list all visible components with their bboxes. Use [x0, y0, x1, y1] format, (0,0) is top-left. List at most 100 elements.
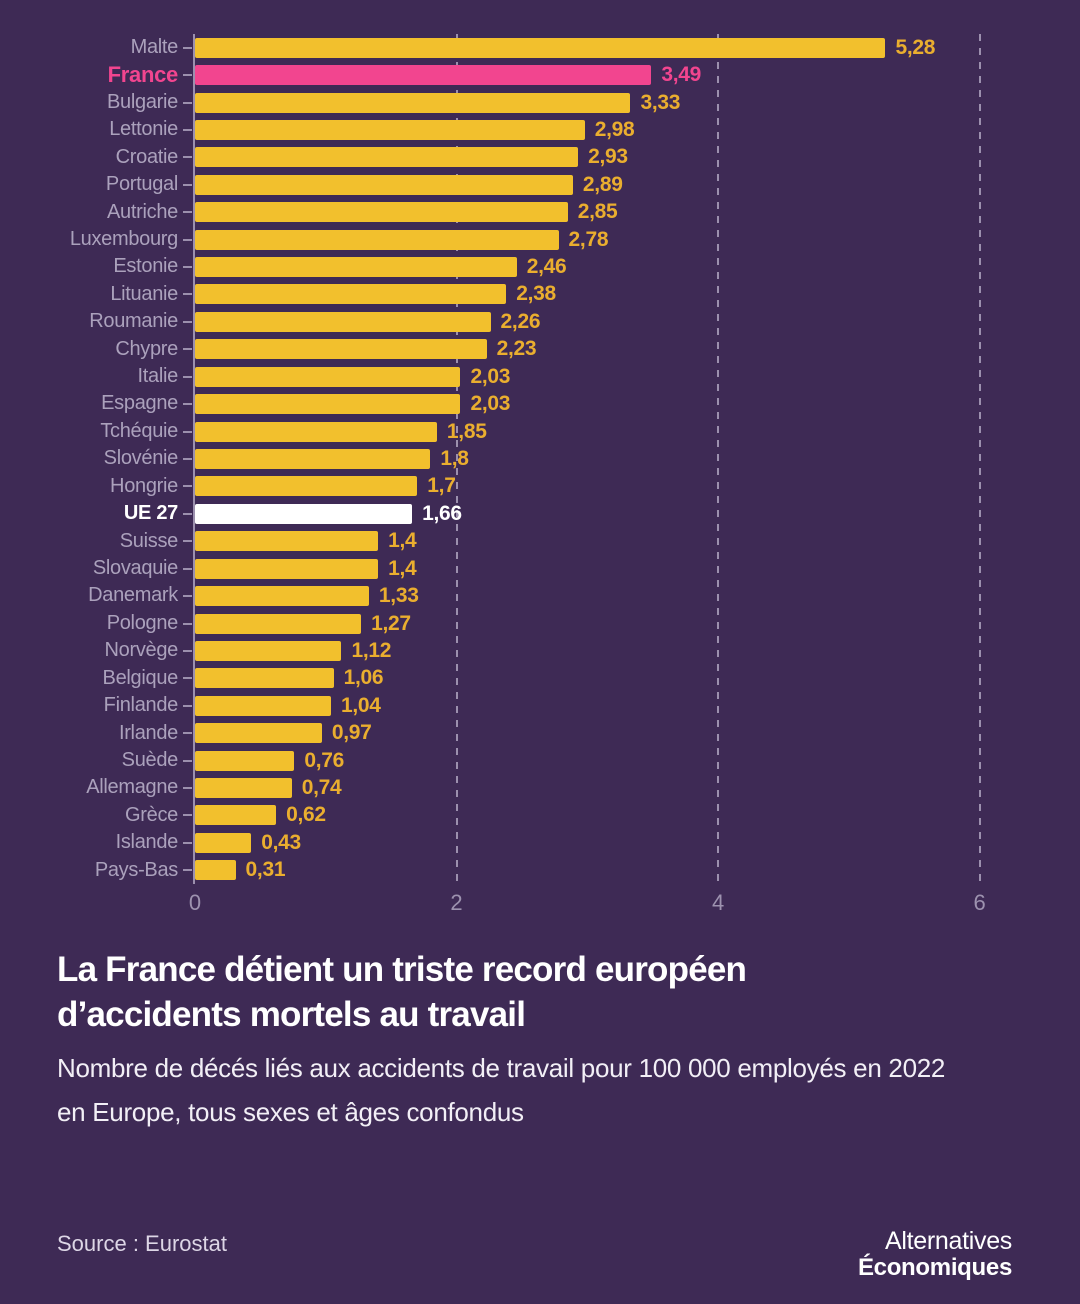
publisher-logo-line1: Alternatives	[884, 1227, 1012, 1255]
category-label-estonie: Estonie	[113, 255, 178, 278]
category-tick	[183, 704, 192, 707]
value-label: 2,93	[588, 145, 628, 169]
gridline-x6	[978, 34, 981, 884]
category-tick	[183, 101, 192, 104]
bar-estonie	[195, 257, 517, 278]
value-label: 3,49	[661, 63, 702, 87]
title-block: La France détient un triste record europ…	[57, 948, 1047, 1135]
category-label-lituanie: Lituanie	[110, 282, 178, 305]
category-label-ue-27: UE 27	[123, 502, 178, 525]
chart-title: La France détient un triste record europ…	[57, 948, 1047, 1038]
bar-allemagne	[195, 778, 292, 799]
bar-portugal	[195, 174, 573, 195]
bar-roumanie	[195, 311, 491, 332]
category-tick	[183, 759, 192, 762]
category-tick	[183, 485, 192, 488]
bar-croatie	[195, 147, 579, 168]
category-label-danemark: Danemark	[88, 584, 178, 607]
bar-tch-quie	[195, 421, 437, 442]
category-tick	[183, 238, 192, 241]
category-tick	[183, 128, 192, 131]
bar-norv-ge	[195, 640, 342, 661]
bar-luxembourg	[195, 229, 559, 250]
category-label-slov-nie: Slovénie	[103, 447, 179, 470]
category-label-lettonie: Lettonie	[109, 118, 178, 141]
category-tick	[183, 567, 192, 570]
bar-bulgarie	[195, 92, 631, 113]
category-label-croatie: Croatie	[115, 145, 179, 168]
value-label: 1,4	[388, 556, 417, 580]
category-tick	[183, 156, 192, 159]
category-label-allemagne: Allemagne	[86, 776, 178, 799]
category-label-irlande: Irlande	[118, 721, 178, 744]
category-label-italie: Italie	[137, 365, 179, 388]
category-tick	[183, 266, 192, 269]
publisher-logo: Alternatives Économiques	[858, 1228, 1012, 1281]
category-label-autriche: Autriche	[107, 200, 178, 223]
category-label-su-de: Suède	[121, 748, 179, 771]
category-tick	[183, 320, 192, 323]
category-tick	[183, 458, 192, 460]
category-label-france: France	[107, 62, 179, 88]
category-label-suisse: Suisse	[119, 529, 179, 552]
bar-irlande	[195, 723, 322, 744]
gridline-x4	[717, 34, 720, 884]
bar-ue-27	[195, 503, 413, 524]
value-label: 2,85	[577, 200, 618, 224]
category-label-chypre: Chypre	[115, 337, 178, 360]
bar-pays-bas	[195, 860, 236, 881]
value-label: 1,06	[343, 666, 384, 690]
value-label: 2,03	[470, 364, 511, 388]
chart-subtitle-line1: Nombre de décés liés aux accidents de tr…	[57, 1052, 946, 1083]
bar-gr-ce	[195, 805, 277, 826]
category-label-islande: Islande	[115, 831, 179, 854]
bar-slov-nie	[195, 449, 431, 469]
category-tick	[183, 403, 192, 406]
value-label: 0,76	[304, 748, 345, 772]
bar-malte	[195, 37, 886, 58]
category-label-finlande: Finlande	[103, 694, 179, 717]
category-tick	[183, 869, 192, 872]
bar-islande	[195, 832, 252, 853]
category-label-roumanie: Roumanie	[89, 310, 178, 333]
category-tick	[183, 732, 192, 735]
value-label: 1,8	[440, 447, 469, 470]
category-tick	[183, 540, 192, 543]
bar-espagne	[195, 394, 461, 415]
category-tick	[183, 293, 192, 296]
x-axis-tick-label: 2	[450, 890, 463, 915]
bar-france	[195, 65, 652, 86]
publisher-logo-line2: Économiques	[857, 1254, 1012, 1281]
bar-belgique	[195, 668, 334, 689]
category-label-espagne: Espagne	[101, 392, 178, 415]
value-label: 5,28	[895, 35, 936, 59]
bar-finlande	[195, 695, 331, 716]
category-tick	[183, 622, 192, 625]
bar-pologne	[195, 613, 362, 634]
category-label-bulgarie: Bulgarie	[107, 90, 178, 113]
category-tick	[183, 512, 192, 515]
category-tick	[183, 677, 192, 680]
category-tick	[183, 814, 192, 817]
value-label: 2,89	[582, 172, 623, 196]
value-label: 0,97	[331, 721, 372, 745]
chart-subtitle: Nombre de décés liés aux accidents de tr…	[57, 1046, 1047, 1135]
category-tick	[183, 649, 192, 652]
x-axis-tick-label: 6	[973, 890, 986, 915]
value-label: 2,98	[594, 117, 635, 141]
value-label: 2,46	[526, 255, 567, 279]
category-tick	[183, 430, 192, 433]
bar-italie	[195, 366, 461, 387]
category-tick	[183, 841, 192, 844]
bar-slovaquie	[195, 558, 379, 579]
value-label: 3,33	[640, 90, 681, 114]
bar-chypre	[195, 339, 487, 360]
bar-chart: 0 2 4 6 5,28 3,49 3,33 2,98 2,93 2,89 2,85 2,78 2,46…	[0, 34, 1035, 915]
chart-title-line2: d’accidents mortels au travail	[57, 994, 526, 1034]
bar-su-de	[195, 750, 295, 771]
value-label: 1,27	[371, 611, 411, 635]
x-axis-tick-label: 0	[188, 890, 202, 915]
category-label-norv-ge: Norvège	[104, 639, 179, 662]
bar-lettonie	[195, 119, 585, 140]
category-tick	[183, 787, 192, 790]
